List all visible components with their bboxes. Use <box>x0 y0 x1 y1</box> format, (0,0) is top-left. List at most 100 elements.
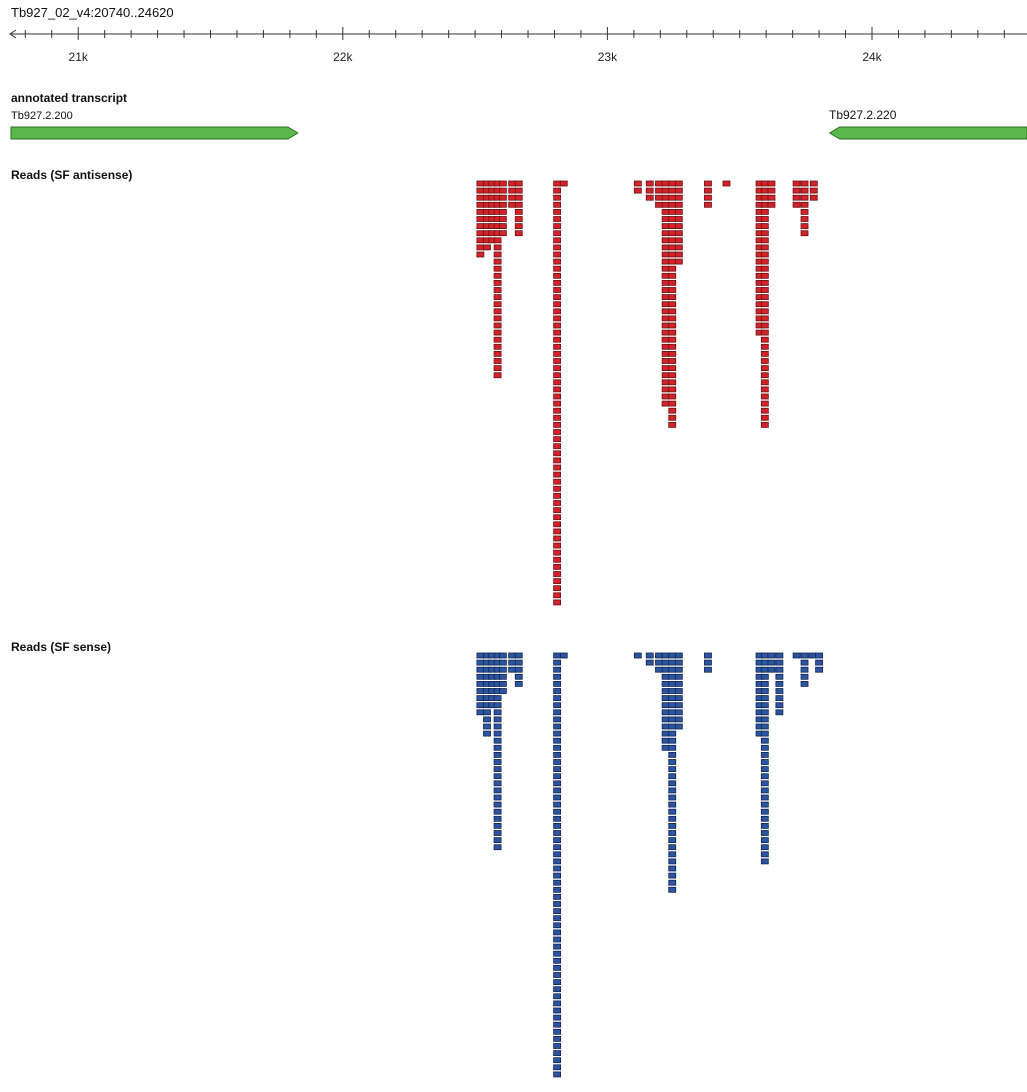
read-block <box>760 702 769 709</box>
read-block <box>661 659 670 666</box>
read-block <box>668 659 677 666</box>
read-block <box>792 201 801 208</box>
read-block <box>775 709 784 716</box>
gene-label-tb927-2-220[interactable]: Tb927.2.220 <box>829 108 897 122</box>
read-block <box>760 752 769 758</box>
read-block <box>800 659 809 666</box>
read-block <box>668 723 677 730</box>
read-block <box>674 216 683 222</box>
read-block <box>645 652 654 659</box>
read-block <box>661 688 670 694</box>
read-block <box>815 659 823 666</box>
read-block <box>674 716 683 723</box>
read-block <box>760 407 769 414</box>
read-block <box>553 908 562 915</box>
read-block <box>668 851 677 858</box>
read-block <box>553 237 562 244</box>
read-block <box>800 652 809 659</box>
read-block <box>476 666 485 673</box>
read-block <box>668 759 677 765</box>
read-block <box>514 223 523 229</box>
read-block <box>668 187 677 194</box>
read-block <box>553 365 562 372</box>
read-block <box>553 872 562 879</box>
sense-track-title: Reads (SF sense) <box>11 640 112 654</box>
ruler-tick-label: 22k <box>333 50 353 64</box>
read-block <box>760 386 769 393</box>
read-block <box>661 251 670 258</box>
read-block <box>655 201 663 208</box>
ruler-tick-label: 21k <box>69 50 89 64</box>
read-block <box>553 542 562 549</box>
read-block <box>553 794 562 801</box>
read-block <box>493 301 502 308</box>
read-block <box>514 201 523 208</box>
read-block <box>493 280 502 286</box>
read-block <box>645 187 654 194</box>
read-block <box>498 194 507 201</box>
read-block <box>760 652 769 659</box>
read-block <box>760 230 769 237</box>
read-block <box>493 702 502 709</box>
read-block <box>493 695 502 701</box>
read-block <box>508 201 517 208</box>
read-block <box>674 680 683 687</box>
coordinate-ruler[interactable]: 21k 22k 23k 24k <box>0 26 1027 66</box>
read-block <box>792 194 801 201</box>
read-block <box>760 294 769 300</box>
read-block <box>553 659 562 666</box>
read-block <box>661 258 670 265</box>
gene-label-tb927-2-200[interactable]: Tb927.2.200 <box>11 110 73 122</box>
gene-model-tb927-2-220 <box>828 126 1027 140</box>
read-block <box>760 350 769 357</box>
read-block <box>668 180 677 187</box>
read-block <box>655 652 663 659</box>
read-block <box>553 350 562 357</box>
read-block <box>760 673 769 680</box>
read-block <box>668 265 677 272</box>
read-block <box>553 251 562 258</box>
read-block <box>493 794 502 801</box>
region-label: Tb927_02_v4:20740..24620 <box>11 5 174 20</box>
read-block <box>661 343 670 350</box>
read-block <box>661 709 670 716</box>
read-block <box>760 666 769 673</box>
read-block <box>668 251 677 258</box>
read-block <box>498 208 507 215</box>
read-block <box>661 187 670 194</box>
read-block <box>553 1035 562 1042</box>
read-block <box>493 837 502 844</box>
read-block <box>493 336 502 343</box>
read-block <box>514 659 523 666</box>
read-block <box>493 773 502 780</box>
read-block <box>553 773 562 780</box>
read-block <box>661 365 670 372</box>
read-block <box>553 716 562 723</box>
read-block <box>553 858 562 865</box>
read-block <box>800 216 809 222</box>
read-block <box>668 272 677 279</box>
read-block <box>553 929 562 936</box>
read-block <box>760 787 769 794</box>
read-block <box>493 844 502 851</box>
read-block <box>704 180 712 187</box>
read-block <box>514 673 523 680</box>
read-block <box>815 666 823 673</box>
read-block <box>668 372 677 379</box>
read-block <box>553 556 562 563</box>
read-block <box>792 187 801 194</box>
read-block <box>493 716 502 723</box>
gene-model-tb927-2-200 <box>10 126 299 140</box>
read-block <box>760 308 769 315</box>
read-block <box>553 787 562 794</box>
read-block <box>668 737 677 744</box>
read-block <box>553 272 562 279</box>
read-block <box>476 659 485 666</box>
read-block <box>661 208 670 215</box>
read-block <box>674 695 683 701</box>
read-block <box>668 830 677 836</box>
read-block <box>553 386 562 393</box>
read-block <box>674 237 683 244</box>
read-block <box>476 216 485 222</box>
read-block <box>760 851 769 858</box>
